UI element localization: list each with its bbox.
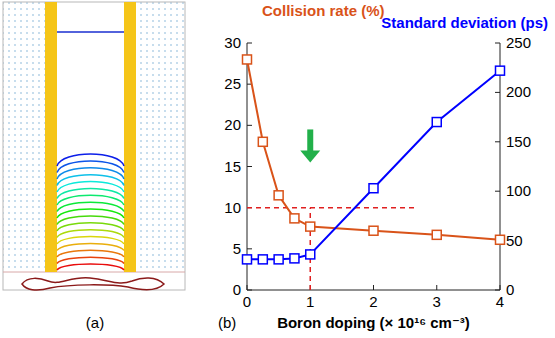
panel-b: 01234051015202530050100150200250Collisio… (224, 2, 548, 331)
x-axis-title: Boron doping (× 10¹⁶ cm⁻³) (277, 314, 470, 331)
marker (432, 230, 441, 239)
contour (57, 257, 124, 263)
contour (57, 31, 124, 33)
y-tick-label: 10 (224, 199, 241, 216)
marker (306, 222, 315, 231)
y2-tick (495, 43, 500, 44)
dotted-region (3, 2, 45, 272)
y-axis-title: Collision rate (%) (262, 2, 385, 19)
y-tick (247, 125, 252, 126)
series-line (247, 71, 500, 260)
x-tick-label: 2 (369, 293, 377, 310)
y2-tick-label: 0 (506, 281, 514, 298)
y-tick-label: 30 (224, 34, 241, 51)
y-tick-label: 5 (233, 240, 241, 257)
y-tick (247, 43, 252, 44)
marker (290, 214, 299, 223)
reference-line (247, 207, 418, 209)
contour (22, 278, 164, 290)
y2-tick-label: 150 (506, 133, 531, 150)
marker (496, 66, 505, 75)
y-tick (247, 248, 252, 249)
y2-tick-label: 250 (506, 34, 531, 51)
x-tick (436, 285, 437, 290)
x-tick-label: 1 (306, 293, 314, 310)
y2-tick (495, 141, 500, 142)
arrow-head (300, 150, 320, 162)
contour (57, 209, 124, 218)
y2-axis-line (500, 43, 501, 290)
x-tick-label: 0 (243, 293, 251, 310)
y2-tick-label: 200 (506, 83, 531, 100)
x-tick (247, 285, 248, 290)
marker (274, 191, 283, 200)
y2-axis-title: Standard deviation (ps) (381, 14, 548, 31)
panel-label: (b) (218, 314, 236, 331)
contour (57, 250, 124, 257)
x-tick-label: 4 (496, 293, 504, 310)
marker (243, 255, 252, 264)
electrode (124, 2, 136, 272)
contour (57, 243, 124, 250)
y-tick-label: 25 (224, 75, 241, 92)
marker (290, 254, 299, 263)
frame (3, 2, 185, 290)
y-tick-label: 0 (233, 281, 241, 298)
marker (369, 184, 378, 193)
contour (57, 175, 124, 186)
marker (274, 255, 283, 264)
y2-tick (495, 290, 500, 291)
series-line (247, 59, 500, 239)
y2-tick-label: 100 (506, 182, 531, 199)
x-tick (500, 285, 501, 290)
x-tick (373, 285, 374, 290)
contour (57, 264, 124, 270)
y2-tick (495, 191, 500, 192)
x-tick-label: 3 (433, 293, 441, 310)
arrow (300, 129, 320, 162)
contour (57, 188, 124, 198)
marker (496, 235, 505, 244)
figure: (a)01234051015202530050100150200250Colli… (0, 0, 555, 338)
marker (258, 137, 267, 146)
marker (432, 118, 441, 127)
marker (258, 255, 267, 264)
contour (57, 195, 124, 205)
y2-tick-label: 50 (506, 232, 523, 249)
marker (306, 250, 315, 259)
y-tick-label: 15 (224, 158, 241, 175)
y-tick-label: 20 (224, 116, 241, 133)
panel-a (3, 2, 185, 290)
dotted-region (136, 2, 185, 272)
y2-tick (495, 92, 500, 93)
contour (57, 202, 124, 211)
interface-line (3, 272, 185, 273)
arrow-shaft (307, 129, 313, 152)
plot-data (243, 55, 505, 290)
electrode (45, 2, 57, 272)
contour (57, 182, 124, 193)
y-tick (247, 290, 252, 291)
marker (369, 226, 378, 235)
marker (243, 55, 252, 64)
panel-label: (a) (86, 314, 104, 331)
y-tick (247, 166, 252, 167)
reference-line (310, 208, 312, 290)
